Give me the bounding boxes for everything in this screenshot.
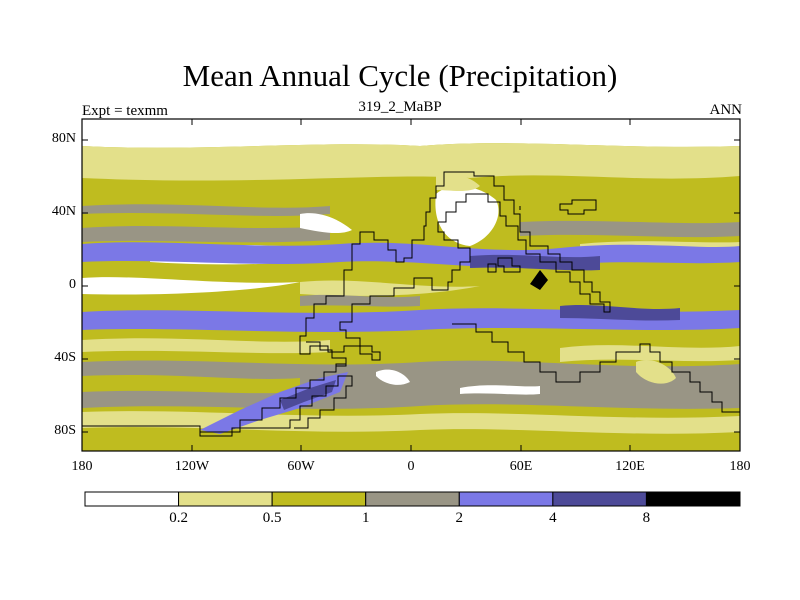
coastline-outlines	[82, 171, 740, 437]
lon-label-120e: 120E	[615, 459, 645, 474]
lon-label-120w: 120W	[174, 459, 210, 474]
experiment-label: Expt = texmm	[82, 103, 168, 119]
colorbar-swatch	[365, 491, 460, 507]
lon-label-180w: 180	[71, 459, 93, 474]
lat-label-0: 0	[69, 277, 76, 292]
precipitation-field	[82, 119, 740, 451]
lat-label-80n: 80N	[51, 131, 76, 146]
lat-ticks	[82, 139, 740, 433]
colorbar-label: 0.2	[169, 510, 188, 526]
season-label: ANN	[709, 102, 743, 118]
lon-label-60w: 60W	[287, 459, 315, 474]
lat-label-80s: 80S	[54, 423, 76, 438]
colorbar-swatch	[271, 491, 367, 507]
page-title: Mean Annual Cycle (Precipitation)	[182, 58, 618, 93]
lon-label-180e: 180	[729, 459, 751, 474]
colorbar-swatch	[458, 491, 554, 507]
lon-label-0: 0	[407, 459, 415, 474]
colorbar-label: 2	[455, 510, 464, 526]
colorbar-label: 8	[642, 510, 651, 526]
colorbar-swatch	[84, 491, 180, 507]
lat-label-40s: 40S	[54, 350, 76, 365]
colorbar-swatch	[178, 491, 273, 507]
lon-label-60e: 60E	[509, 459, 533, 474]
lat-label-40n: 40N	[51, 204, 76, 219]
run-label: 319_2_MaBP	[358, 99, 442, 115]
lon-ticks	[191, 119, 631, 451]
colorbar-label: 1	[361, 510, 370, 526]
colorbar-label: 0.5	[262, 510, 282, 526]
colorbar-swatch	[645, 491, 741, 507]
colorbar-swatch	[552, 491, 647, 507]
colorbar	[84, 491, 741, 507]
colorbar-label: 4	[549, 510, 557, 526]
